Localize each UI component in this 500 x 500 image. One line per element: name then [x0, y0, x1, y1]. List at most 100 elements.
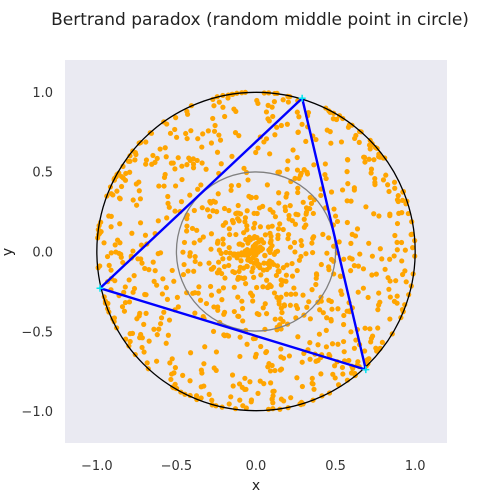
scatter-point: [130, 331, 135, 336]
scatter-point: [171, 279, 176, 284]
scatter-point: [362, 155, 367, 160]
scatter-point: [333, 213, 338, 218]
scatter-point: [352, 346, 357, 351]
scatter-point: [184, 228, 189, 233]
scatter-point: [227, 401, 232, 406]
scatter-point: [346, 125, 351, 130]
scatter-point: [348, 268, 353, 273]
scatter-point: [376, 290, 381, 295]
scatter-point: [165, 194, 170, 199]
scatter-point: [310, 376, 315, 381]
scatter-point: [137, 188, 142, 193]
scatter-point: [214, 349, 219, 354]
scatter-point: [402, 268, 407, 273]
scatter-point: [140, 335, 145, 340]
scatter-point: [240, 318, 245, 323]
scatter-point: [202, 344, 207, 349]
scatter-point: [227, 256, 232, 261]
scatter-point: [308, 316, 313, 321]
scatter-point: [216, 132, 221, 137]
scatter-point: [317, 332, 322, 337]
scatter-point: [284, 191, 289, 196]
scatter-point: [230, 372, 235, 377]
scatter-point: [303, 251, 308, 256]
scatter-point: [194, 228, 199, 233]
scatter-point: [150, 153, 155, 158]
scatter-point: [238, 335, 243, 340]
scatter-point: [314, 276, 319, 281]
scatter-point: [216, 260, 221, 265]
scatter-point: [361, 266, 366, 271]
scatter-point: [295, 155, 300, 160]
scatter-point: [209, 140, 214, 145]
scatter-point: [318, 371, 323, 376]
scatter-point: [180, 250, 185, 255]
scatter-point: [222, 114, 227, 119]
scatter-point: [253, 150, 258, 155]
scatter-point: [313, 282, 318, 287]
scatter-point: [332, 363, 337, 368]
scatter-point: [387, 316, 392, 321]
scatter-point: [279, 310, 284, 315]
scatter-point: [347, 255, 352, 260]
scatter-point: [306, 299, 311, 304]
scatter-point: [254, 195, 259, 200]
scatter-point: [201, 361, 206, 366]
scatter-point: [211, 103, 216, 108]
scatter-point: [295, 306, 300, 311]
scatter-point: [250, 298, 255, 303]
scatter-point: [141, 349, 146, 354]
scatter-point: [341, 257, 346, 262]
scatter-point: [239, 299, 244, 304]
scatter-point: [299, 243, 304, 248]
scatter-point: [234, 211, 239, 216]
scatter-point: [161, 183, 166, 188]
scatter-point: [251, 236, 256, 241]
scatter-point: [388, 294, 393, 299]
scatter-point: [323, 161, 328, 166]
scatter-point: [158, 250, 163, 255]
scatter-point: [293, 291, 298, 296]
scatter-point: [399, 258, 404, 263]
scatter-point: [109, 224, 114, 229]
scatter-point: [324, 315, 329, 320]
scatter-point: [143, 139, 148, 144]
scatter-point: [249, 248, 254, 253]
scatter-point: [315, 358, 320, 363]
scatter-point: [255, 211, 260, 216]
scatter-point: [205, 207, 210, 212]
scatter-point: [221, 241, 226, 246]
scatter-point: [290, 147, 295, 152]
scatter-point: [352, 136, 357, 141]
scatter-point: [266, 407, 271, 412]
scatter-point: [295, 334, 300, 339]
scatter-point: [243, 237, 248, 242]
scatter-point: [295, 186, 300, 191]
scatter-point: [340, 187, 345, 192]
scatter-point: [376, 213, 381, 218]
chart-title: Bertrand paradox (random middle point in…: [51, 10, 469, 30]
scatter-point: [176, 304, 181, 309]
scatter-point: [215, 304, 220, 309]
scatter-point: [304, 205, 309, 210]
scatter-point: [116, 251, 121, 256]
x-ticks: −1.0 −0.5 0.0 0.5 1.0: [81, 459, 425, 474]
scatter-point: [113, 242, 118, 247]
scatter-point: [267, 231, 272, 236]
scatter-point: [362, 326, 367, 331]
scatter-point: [136, 179, 141, 184]
scatter-point: [200, 205, 205, 210]
scatter-point: [216, 289, 221, 294]
scatter-point: [240, 306, 245, 311]
scatter-point: [309, 240, 314, 245]
scatter-point: [164, 154, 169, 159]
scatter-point: [340, 365, 345, 370]
scatter-point: [138, 220, 143, 225]
scatter-point: [207, 214, 212, 219]
scatter-point: [218, 138, 223, 143]
scatter-point: [394, 240, 399, 245]
scatter-point: [335, 342, 340, 347]
scatter-point: [220, 237, 225, 242]
scatter-point: [158, 146, 163, 151]
scatter-point: [387, 213, 392, 218]
